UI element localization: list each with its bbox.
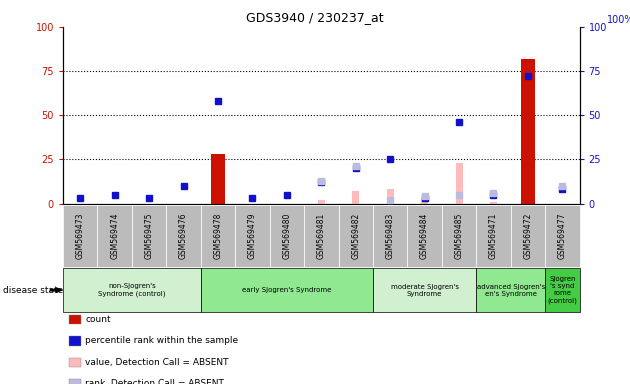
Text: GSM569477: GSM569477 bbox=[558, 213, 567, 260]
Text: GDS3940 / 230237_at: GDS3940 / 230237_at bbox=[246, 12, 384, 25]
Text: disease state: disease state bbox=[3, 286, 64, 295]
Bar bbox=[387, 189, 394, 204]
Text: GSM569484: GSM569484 bbox=[420, 213, 429, 259]
Text: GSM569474: GSM569474 bbox=[110, 213, 119, 260]
Text: GSM569471: GSM569471 bbox=[489, 213, 498, 259]
Bar bbox=[421, 198, 428, 204]
Text: GSM569481: GSM569481 bbox=[317, 213, 326, 259]
Text: value, Detection Call = ABSENT: value, Detection Call = ABSENT bbox=[85, 358, 229, 367]
Text: moderate Sjogren's
Syndrome: moderate Sjogren's Syndrome bbox=[391, 284, 459, 296]
Text: GSM569483: GSM569483 bbox=[386, 213, 394, 259]
Y-axis label: 100%: 100% bbox=[607, 15, 630, 25]
Bar bbox=[521, 59, 535, 204]
Bar bbox=[211, 154, 225, 204]
Text: GSM569485: GSM569485 bbox=[455, 213, 464, 259]
Text: non-Sjogren's
Syndrome (control): non-Sjogren's Syndrome (control) bbox=[98, 283, 166, 297]
Text: GSM569480: GSM569480 bbox=[282, 213, 291, 259]
Text: GSM569473: GSM569473 bbox=[76, 213, 84, 260]
Text: GSM569482: GSM569482 bbox=[352, 213, 360, 259]
Text: count: count bbox=[85, 315, 111, 324]
Text: GSM569479: GSM569479 bbox=[248, 213, 257, 260]
Bar bbox=[490, 202, 497, 204]
Text: GSM569472: GSM569472 bbox=[524, 213, 532, 259]
Bar bbox=[455, 163, 462, 204]
Text: rank, Detection Call = ABSENT: rank, Detection Call = ABSENT bbox=[85, 379, 224, 384]
Text: GSM569475: GSM569475 bbox=[145, 213, 154, 260]
Text: percentile rank within the sample: percentile rank within the sample bbox=[85, 336, 238, 346]
Bar bbox=[318, 200, 324, 204]
Text: Sjogren
's synd
rome
(control): Sjogren 's synd rome (control) bbox=[547, 276, 577, 304]
Text: GSM569478: GSM569478 bbox=[214, 213, 222, 259]
Text: advanced Sjogren's
en's Syndrome: advanced Sjogren's en's Syndrome bbox=[476, 284, 545, 296]
Text: early Sjogren's Syndrome: early Sjogren's Syndrome bbox=[242, 287, 331, 293]
Text: GSM569476: GSM569476 bbox=[179, 213, 188, 260]
Bar bbox=[352, 191, 359, 204]
